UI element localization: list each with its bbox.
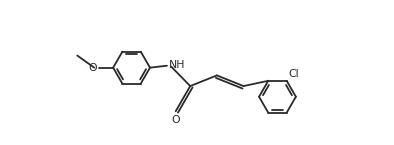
Text: O: O	[88, 63, 97, 73]
Text: NH: NH	[168, 60, 185, 70]
Text: O: O	[171, 115, 180, 125]
Text: Cl: Cl	[289, 69, 299, 79]
